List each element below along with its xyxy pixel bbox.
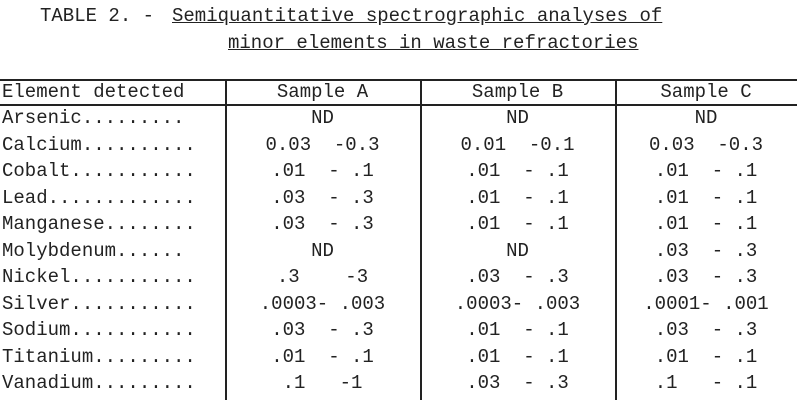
row-label: Calcium.......... bbox=[2, 133, 196, 156]
rule bbox=[420, 79, 422, 400]
rule bbox=[225, 79, 227, 400]
cell: .0001- .001 bbox=[643, 292, 769, 315]
cell: .03 - .3 bbox=[271, 319, 374, 341]
row-label: Lead............. bbox=[2, 186, 196, 209]
row-label: Manganese........ bbox=[2, 213, 196, 235]
cell: 0.01 -0.1 bbox=[460, 133, 575, 156]
cell: .03 - .3 bbox=[271, 213, 374, 235]
cell: .03 - .3 bbox=[654, 319, 758, 341]
cell: ND bbox=[311, 107, 334, 129]
cell: .01 - .1 bbox=[466, 213, 569, 235]
cell: .01 - .1 bbox=[654, 345, 758, 368]
cell: 0.03 -0.3 bbox=[648, 133, 764, 156]
cell: 0.03 -0.3 bbox=[265, 133, 380, 156]
cell: .01 - .1 bbox=[466, 160, 569, 182]
row-label: Sodium........... bbox=[2, 319, 196, 341]
cell: .01 - .1 bbox=[654, 213, 758, 235]
cell: ND bbox=[506, 107, 529, 129]
rule bbox=[0, 79, 797, 81]
cell: .03 - .3 bbox=[466, 266, 569, 288]
rule bbox=[615, 79, 617, 400]
cell: .01 - .1 bbox=[271, 345, 374, 368]
cell: .0003- .003 bbox=[454, 292, 581, 315]
cell: ND bbox=[506, 239, 529, 262]
row-label: Cobalt........... bbox=[2, 160, 196, 182]
cell: .01 - .1 bbox=[654, 160, 758, 182]
cell: .1 -1 bbox=[282, 372, 363, 394]
row-label: Molybdenum...... bbox=[2, 239, 185, 262]
cell: .0003- .003 bbox=[259, 292, 386, 315]
cell: .03 - .3 bbox=[466, 372, 569, 394]
column-header: Sample B bbox=[471, 81, 564, 103]
title-line: Semiquantitative spectrographic analyses… bbox=[172, 5, 663, 27]
cell: .01 - .1 bbox=[271, 160, 374, 182]
title-line: minor elements in waste refractories bbox=[228, 32, 639, 54]
cell: .03 - .3 bbox=[654, 239, 758, 262]
row-label: Arsenic......... bbox=[2, 107, 185, 129]
column-header: Element detected bbox=[2, 81, 185, 103]
column-header: Sample C bbox=[660, 81, 752, 103]
cell: .03 - .3 bbox=[654, 266, 758, 288]
cell: .03 - .3 bbox=[271, 186, 374, 209]
row-label: Titanium......... bbox=[2, 345, 196, 368]
cell: ND bbox=[694, 107, 718, 129]
row-label: Silver........... bbox=[2, 292, 196, 315]
cell: .01 - .1 bbox=[466, 345, 569, 368]
cell: ND bbox=[311, 239, 334, 262]
row-label: Vanadium......... bbox=[2, 372, 196, 394]
rule bbox=[0, 104, 797, 106]
cell: .1 - .1 bbox=[654, 372, 758, 394]
cell: .01 - .1 bbox=[466, 319, 569, 341]
cell: .01 - .1 bbox=[466, 186, 569, 209]
cell: .01 - .1 bbox=[654, 186, 758, 209]
table-label: TABLE 2. - bbox=[40, 5, 155, 27]
column-header: Sample A bbox=[276, 81, 369, 103]
row-label: Nickel........... bbox=[2, 266, 196, 288]
cell: .3 -3 bbox=[276, 266, 369, 288]
